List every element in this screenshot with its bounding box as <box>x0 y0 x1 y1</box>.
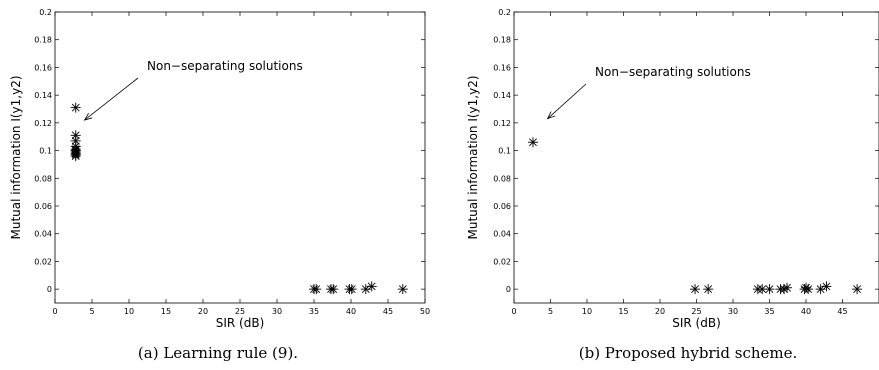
x-tick-label: 40 <box>346 307 356 316</box>
annotation-arrow-line <box>547 83 587 119</box>
x-tick-label: 0 <box>52 307 57 316</box>
y-tick-label: 0.12 <box>34 119 52 128</box>
plot-frame <box>54 11 426 304</box>
annotation-arrow-line <box>84 77 139 121</box>
data-point-stroke <box>529 138 537 147</box>
x-tick-label: 45 <box>383 307 393 316</box>
y-tick-label: 0.06 <box>34 202 52 211</box>
data-point-stroke <box>783 283 791 292</box>
y-tick-label: 0.18 <box>34 36 52 45</box>
annotation-arrow-head <box>83 112 93 121</box>
chart-panel-a: 0 0.02 0.04 0.06 0.08 0.1 0.12 0.14 0.16 0.18 0.2 0… <box>9 8 430 362</box>
y-tick-label: 0.1 <box>39 147 52 156</box>
data-point <box>70 130 81 141</box>
y-tick-label: 0.04 <box>34 230 52 239</box>
x-tick-label: 20 <box>655 307 665 316</box>
y-tick-label: 0 <box>47 285 52 294</box>
data-point <box>527 137 538 148</box>
y-tick-label: 0.02 <box>34 257 52 266</box>
x-axis-label: SIR (dB) <box>216 316 265 330</box>
x-tick-label: 0 <box>511 307 516 316</box>
x-tick-label: 10 <box>124 307 134 316</box>
y-tick-label: 0.12 <box>493 119 511 128</box>
x-axis-label: SIR (dB) <box>672 316 721 330</box>
y-tick-label: 0.1 <box>498 147 511 156</box>
data-point-stroke <box>71 131 80 140</box>
data-point <box>366 281 377 292</box>
y-tick-label: 0.16 <box>34 63 52 72</box>
annotation-text: Non−separating solutions <box>595 65 751 79</box>
x-tick-label: 25 <box>235 307 245 316</box>
x-tick-label: 40 <box>801 307 811 316</box>
data-point-stroke <box>312 285 321 294</box>
x-tick-label: 35 <box>764 307 774 316</box>
x-tick-label: 25 <box>691 307 701 316</box>
x-tick-label: 10 <box>582 307 592 316</box>
data-point-stroke <box>367 282 376 291</box>
data-point-stroke <box>71 152 80 161</box>
figure-caption: (a) Learning rule (9). <box>138 344 298 362</box>
data-point-stroke <box>765 285 774 294</box>
y-tick-label: 0.02 <box>493 257 511 266</box>
data-point-stroke <box>704 285 713 294</box>
data-point <box>690 284 701 295</box>
data-point <box>764 284 775 295</box>
annotation-arrow-head <box>546 111 556 120</box>
y-tick-label: 0.08 <box>493 174 511 183</box>
x-tick-label: 50 <box>420 307 430 316</box>
data-point-stroke <box>347 285 356 294</box>
data-point <box>852 284 863 295</box>
x-tick-label: 15 <box>618 307 628 316</box>
y-tick-label: 0.2 <box>39 8 52 17</box>
data-point <box>821 281 832 292</box>
x-tick-label: 5 <box>89 307 94 316</box>
data-point-stroke <box>822 282 831 291</box>
y-tick-label: 0 <box>506 285 511 294</box>
x-tick-label: 15 <box>161 307 171 316</box>
data-point-stroke <box>691 285 699 294</box>
x-tick-label: 35 <box>309 307 319 316</box>
plot-frame <box>513 11 879 304</box>
data-point <box>782 282 793 293</box>
y-axis-label: Mutual information I(y1,y2) <box>466 75 480 239</box>
data-point <box>70 151 81 162</box>
y-tick-label: 0.16 <box>493 63 511 72</box>
data-point-stroke <box>758 285 767 294</box>
data-point-stroke <box>71 103 80 112</box>
data-point <box>803 284 814 295</box>
x-tick-label: 45 <box>837 307 847 316</box>
x-tick-label: 30 <box>272 307 282 316</box>
y-tick-label: 0.08 <box>34 174 52 183</box>
y-tick-label: 0.2 <box>498 8 511 17</box>
data-point <box>346 284 357 295</box>
x-tick-label: 30 <box>728 307 738 316</box>
y-tick-label: 0.14 <box>493 91 511 100</box>
data-point <box>397 284 408 295</box>
data-point-stroke <box>804 285 813 294</box>
y-tick-label: 0.06 <box>493 202 511 211</box>
y-tick-label: 0.14 <box>34 91 52 100</box>
data-point <box>70 102 81 113</box>
x-tick-label: 5 <box>548 307 553 316</box>
data-point-stroke <box>329 285 338 294</box>
data-point-stroke <box>398 285 407 294</box>
y-tick-label: 0.18 <box>493 36 511 45</box>
data-point <box>311 284 322 295</box>
data-point <box>703 284 714 295</box>
figure-caption: (b) Proposed hybrid scheme. <box>579 344 798 362</box>
chart-panel-b: 0 0.02 0.04 0.06 0.08 0.1 0.12 0.14 0.16 0.18 0.2 0… <box>466 8 879 362</box>
y-axis-label: Mutual information I(y1,y2) <box>9 75 23 239</box>
annotation-text: Non−separating solutions <box>147 59 303 73</box>
data-point <box>328 284 339 295</box>
data-point-stroke <box>853 285 862 294</box>
data-point-stroke <box>71 136 80 145</box>
data-point <box>779 284 790 295</box>
y-tick-label: 0.04 <box>493 230 511 239</box>
x-tick-label: 20 <box>198 307 208 316</box>
